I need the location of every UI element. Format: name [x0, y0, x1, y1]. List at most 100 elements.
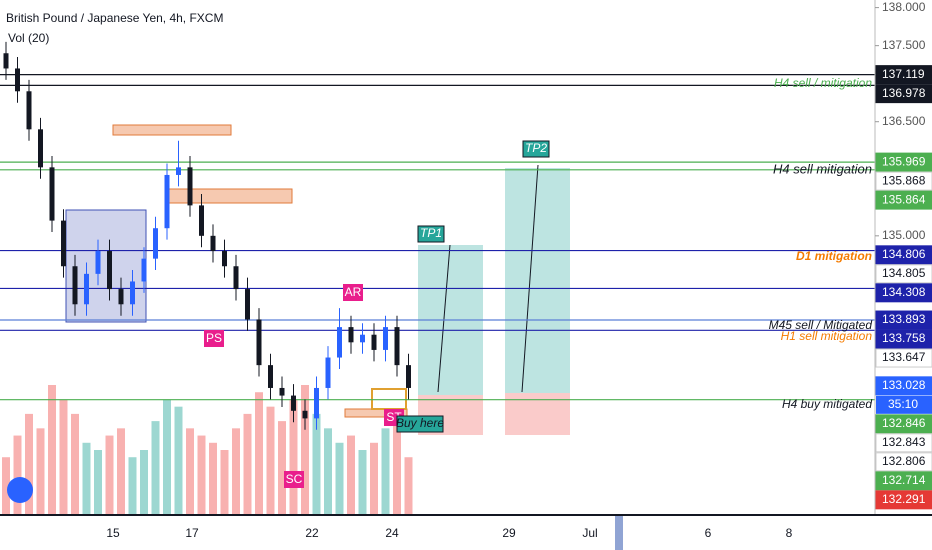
zone	[65, 209, 147, 323]
volume-bar	[289, 399, 298, 515]
candle-body	[176, 167, 181, 175]
ps-label: PS	[206, 331, 222, 345]
candle-body	[26, 91, 32, 130]
level-label: H1 sell mitigation	[781, 329, 873, 343]
sc-label: SC	[286, 472, 303, 486]
label-box	[417, 225, 445, 243]
price-label: 134.806	[882, 247, 926, 261]
price-label: 132.843	[882, 435, 926, 449]
price-tag	[875, 433, 932, 453]
volume-bar	[232, 428, 240, 515]
buy-label: Buy here	[396, 416, 444, 430]
volume-bar	[13, 435, 22, 515]
candle-body	[394, 327, 400, 366]
price-label: 135.000	[882, 228, 926, 242]
price-tag	[875, 414, 932, 434]
volume-bar	[404, 457, 413, 515]
price-label: 134.308	[882, 285, 926, 299]
price-label: 132.806	[882, 454, 926, 468]
date-label: 6	[705, 526, 712, 540]
level-label: D1 mitigation	[796, 249, 872, 263]
price-tag	[875, 452, 932, 472]
volume-bar	[25, 413, 33, 515]
zone	[112, 124, 232, 136]
volume-bar	[117, 428, 125, 515]
label-box	[204, 330, 224, 347]
price-label: 133.028	[882, 378, 926, 392]
price-axis: 138.000 137.500 137.119 136.978 136.500 135.9…	[875, 0, 932, 510]
label-box	[396, 415, 444, 433]
arrow	[437, 244, 451, 393]
price-tag	[875, 283, 932, 303]
price-tag	[875, 171, 932, 191]
candle-body	[325, 357, 331, 388]
price-tag	[875, 84, 932, 104]
candle-body	[279, 387, 285, 396]
price-tag	[875, 152, 932, 172]
symbol-title: British Pound / Japanese Yen, 4h, FXCM	[6, 11, 223, 25]
price-label: 133.758	[882, 331, 926, 345]
level-label: M45 sell / Mitigated	[769, 318, 873, 332]
candle-body	[49, 167, 55, 221]
price-label: 135.969	[882, 154, 926, 168]
label-box	[284, 471, 304, 488]
date-label: 22	[305, 526, 319, 540]
countdown: 35:10	[888, 397, 918, 411]
volume-bar	[301, 385, 309, 515]
price-tag	[875, 245, 932, 265]
volume-bar	[36, 428, 45, 515]
candle-body	[233, 266, 239, 290]
volume-bar	[243, 413, 252, 515]
candle-body	[199, 205, 204, 236]
date-label: Jul	[582, 526, 597, 540]
volume-bar	[220, 450, 229, 515]
volume-bar	[278, 421, 286, 515]
volume-bar	[82, 442, 91, 515]
candle-body	[302, 410, 308, 419]
candle-body	[72, 266, 78, 305]
candle-body	[360, 334, 365, 343]
price-label: 133.893	[882, 312, 926, 326]
candle-body	[337, 327, 342, 358]
candle-body	[314, 387, 319, 419]
volume-bar	[255, 392, 263, 515]
countdown-tag	[876, 395, 932, 414]
candle-body	[84, 273, 89, 305]
volume-bar	[174, 406, 183, 515]
price-tag	[875, 310, 932, 330]
level-label: H4 sell mitigation	[773, 161, 872, 176]
level-label: H4 buy mitigated	[782, 397, 872, 411]
volume-bar	[370, 442, 378, 515]
price-tag	[875, 190, 932, 210]
candle-body	[291, 395, 296, 411]
price-tag	[875, 65, 932, 85]
volume-bar	[105, 435, 114, 515]
volume-bar	[163, 399, 171, 515]
price-label: 132.846	[882, 416, 926, 430]
volume-bar	[266, 406, 275, 515]
price-label: 133.647	[882, 350, 926, 364]
volume-bar	[151, 421, 160, 515]
volume-bar	[71, 413, 79, 515]
candle-body	[141, 258, 147, 282]
candle-body	[256, 319, 262, 366]
volume-bar	[2, 457, 10, 515]
candle-body	[348, 327, 354, 343]
price-label: 136.500	[882, 114, 926, 128]
volume-bar	[197, 435, 206, 515]
volume-bar	[324, 428, 332, 515]
volume-bar	[140, 450, 148, 515]
date-label: 17	[185, 526, 199, 540]
price-label: 135.868	[882, 173, 926, 187]
candle-body	[406, 365, 411, 388]
candle-body	[130, 281, 135, 305]
candle-body	[118, 289, 124, 305]
date-label: 8	[786, 526, 793, 540]
price-label: 138.000	[882, 0, 926, 14]
date-label: 29	[502, 526, 516, 540]
candles	[3, 41, 411, 430]
candle-body	[371, 334, 377, 350]
logo	[7, 477, 33, 503]
candle-body	[268, 365, 273, 388]
